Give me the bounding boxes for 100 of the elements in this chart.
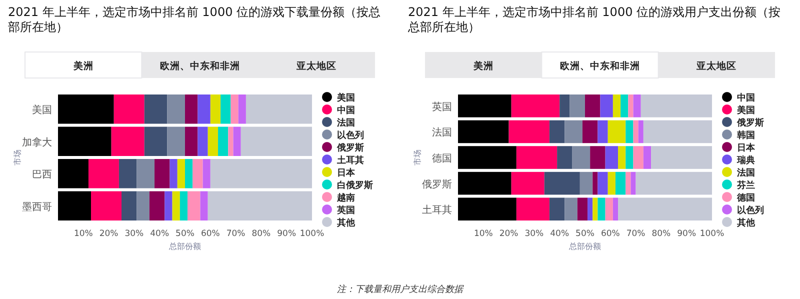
legend-label: 以色列 [737, 205, 764, 216]
text: 美洲 [472, 60, 494, 72]
bar [198, 94, 210, 124]
legend-label: 日本 [337, 168, 356, 178]
bar [511, 172, 544, 195]
bar [230, 94, 238, 124]
x-tick-label: 20% [499, 229, 518, 239]
y-tick-label: 土耳其 [422, 204, 452, 216]
y-tick-label: 俄罗斯 [422, 178, 452, 190]
bar [640, 94, 712, 118]
bar [605, 198, 613, 220]
text: 亚太地区 [296, 60, 337, 72]
bar [118, 159, 137, 188]
legend-label: 俄罗斯 [736, 118, 764, 128]
text: 亚太地区 [696, 60, 737, 72]
bar [608, 120, 626, 144]
bar [626, 172, 631, 195]
text: 欧洲、中东和非洲 [560, 60, 640, 72]
bar [233, 126, 241, 156]
bar [114, 94, 144, 124]
legend-label: 日本 [737, 142, 756, 154]
bar [192, 159, 203, 188]
text: 注：下载量和用户支出综合数据 [337, 284, 464, 295]
bar [144, 94, 168, 124]
bar [177, 159, 185, 188]
bar [202, 159, 210, 188]
x-tick-label: 20% [99, 229, 118, 239]
y-axis-title: 市场 [413, 150, 422, 166]
bar [612, 94, 621, 118]
x-axis-title: 总部份额 [568, 242, 601, 251]
bar [643, 120, 712, 144]
bar [549, 120, 565, 144]
legend-label: 俄罗斯 [336, 142, 364, 154]
x-tick-label: 10% [474, 229, 493, 239]
bar [630, 172, 636, 195]
bar [240, 126, 312, 156]
legend-label: 法国 [736, 168, 755, 178]
legend-label: 美国 [736, 105, 755, 116]
bar [58, 191, 92, 220]
x-tick-label: 90% [677, 229, 696, 239]
bar [220, 94, 231, 124]
x-tick-label: 80% [252, 229, 271, 239]
bar [592, 172, 598, 195]
bar [582, 120, 598, 144]
x-tick-label: 40% [150, 229, 170, 239]
bar [560, 94, 570, 118]
bar [458, 94, 512, 118]
x-tick-label: 60% [600, 229, 620, 239]
y-tick-label: 德国 [432, 154, 452, 164]
y-tick-label: 英国 [432, 100, 452, 113]
bar [167, 126, 185, 156]
x-tick-label: 80% [652, 229, 671, 239]
bar [516, 146, 558, 169]
legend-label: 法国 [336, 118, 355, 128]
bar [458, 172, 512, 195]
bar [208, 126, 218, 156]
bar [185, 159, 193, 188]
bar [210, 159, 312, 188]
bar [170, 159, 178, 188]
bar [91, 191, 122, 220]
bar [458, 120, 509, 144]
bar [564, 198, 578, 220]
y-axis-title: 市场 [13, 150, 22, 166]
y-tick-label: 巴西 [32, 170, 52, 181]
bar [154, 159, 170, 188]
bar [544, 172, 580, 195]
x-tick-label: 30% [524, 229, 544, 239]
legend-label: 芬兰 [736, 180, 755, 191]
bar [208, 191, 312, 220]
bar [557, 146, 572, 169]
bar [643, 146, 652, 169]
legend-label: 土耳其 [336, 155, 364, 166]
x-tick-label: 90% [277, 229, 296, 239]
bar [638, 120, 644, 144]
legend-label: 瑞典 [736, 155, 755, 166]
bar [598, 120, 608, 144]
bar [88, 159, 119, 188]
bar [136, 159, 155, 188]
x-tick-label: 50% [176, 229, 194, 239]
bar [111, 126, 144, 156]
bar [58, 94, 114, 124]
bar [633, 94, 641, 118]
bar [136, 191, 150, 220]
bar [628, 94, 634, 118]
text: 美洲 [72, 60, 94, 72]
bar [58, 126, 112, 156]
bar [612, 198, 618, 220]
bar [167, 94, 185, 124]
bar [200, 191, 208, 220]
bar [626, 146, 634, 169]
bar [172, 191, 180, 220]
bar [164, 191, 172, 220]
bar [618, 198, 712, 220]
x-tick-label: 100% [700, 229, 724, 239]
legend-label: 其他 [736, 218, 756, 228]
bar [570, 94, 585, 118]
bar [598, 172, 608, 195]
bar [615, 172, 626, 195]
bar [246, 94, 312, 124]
bar [238, 94, 246, 124]
